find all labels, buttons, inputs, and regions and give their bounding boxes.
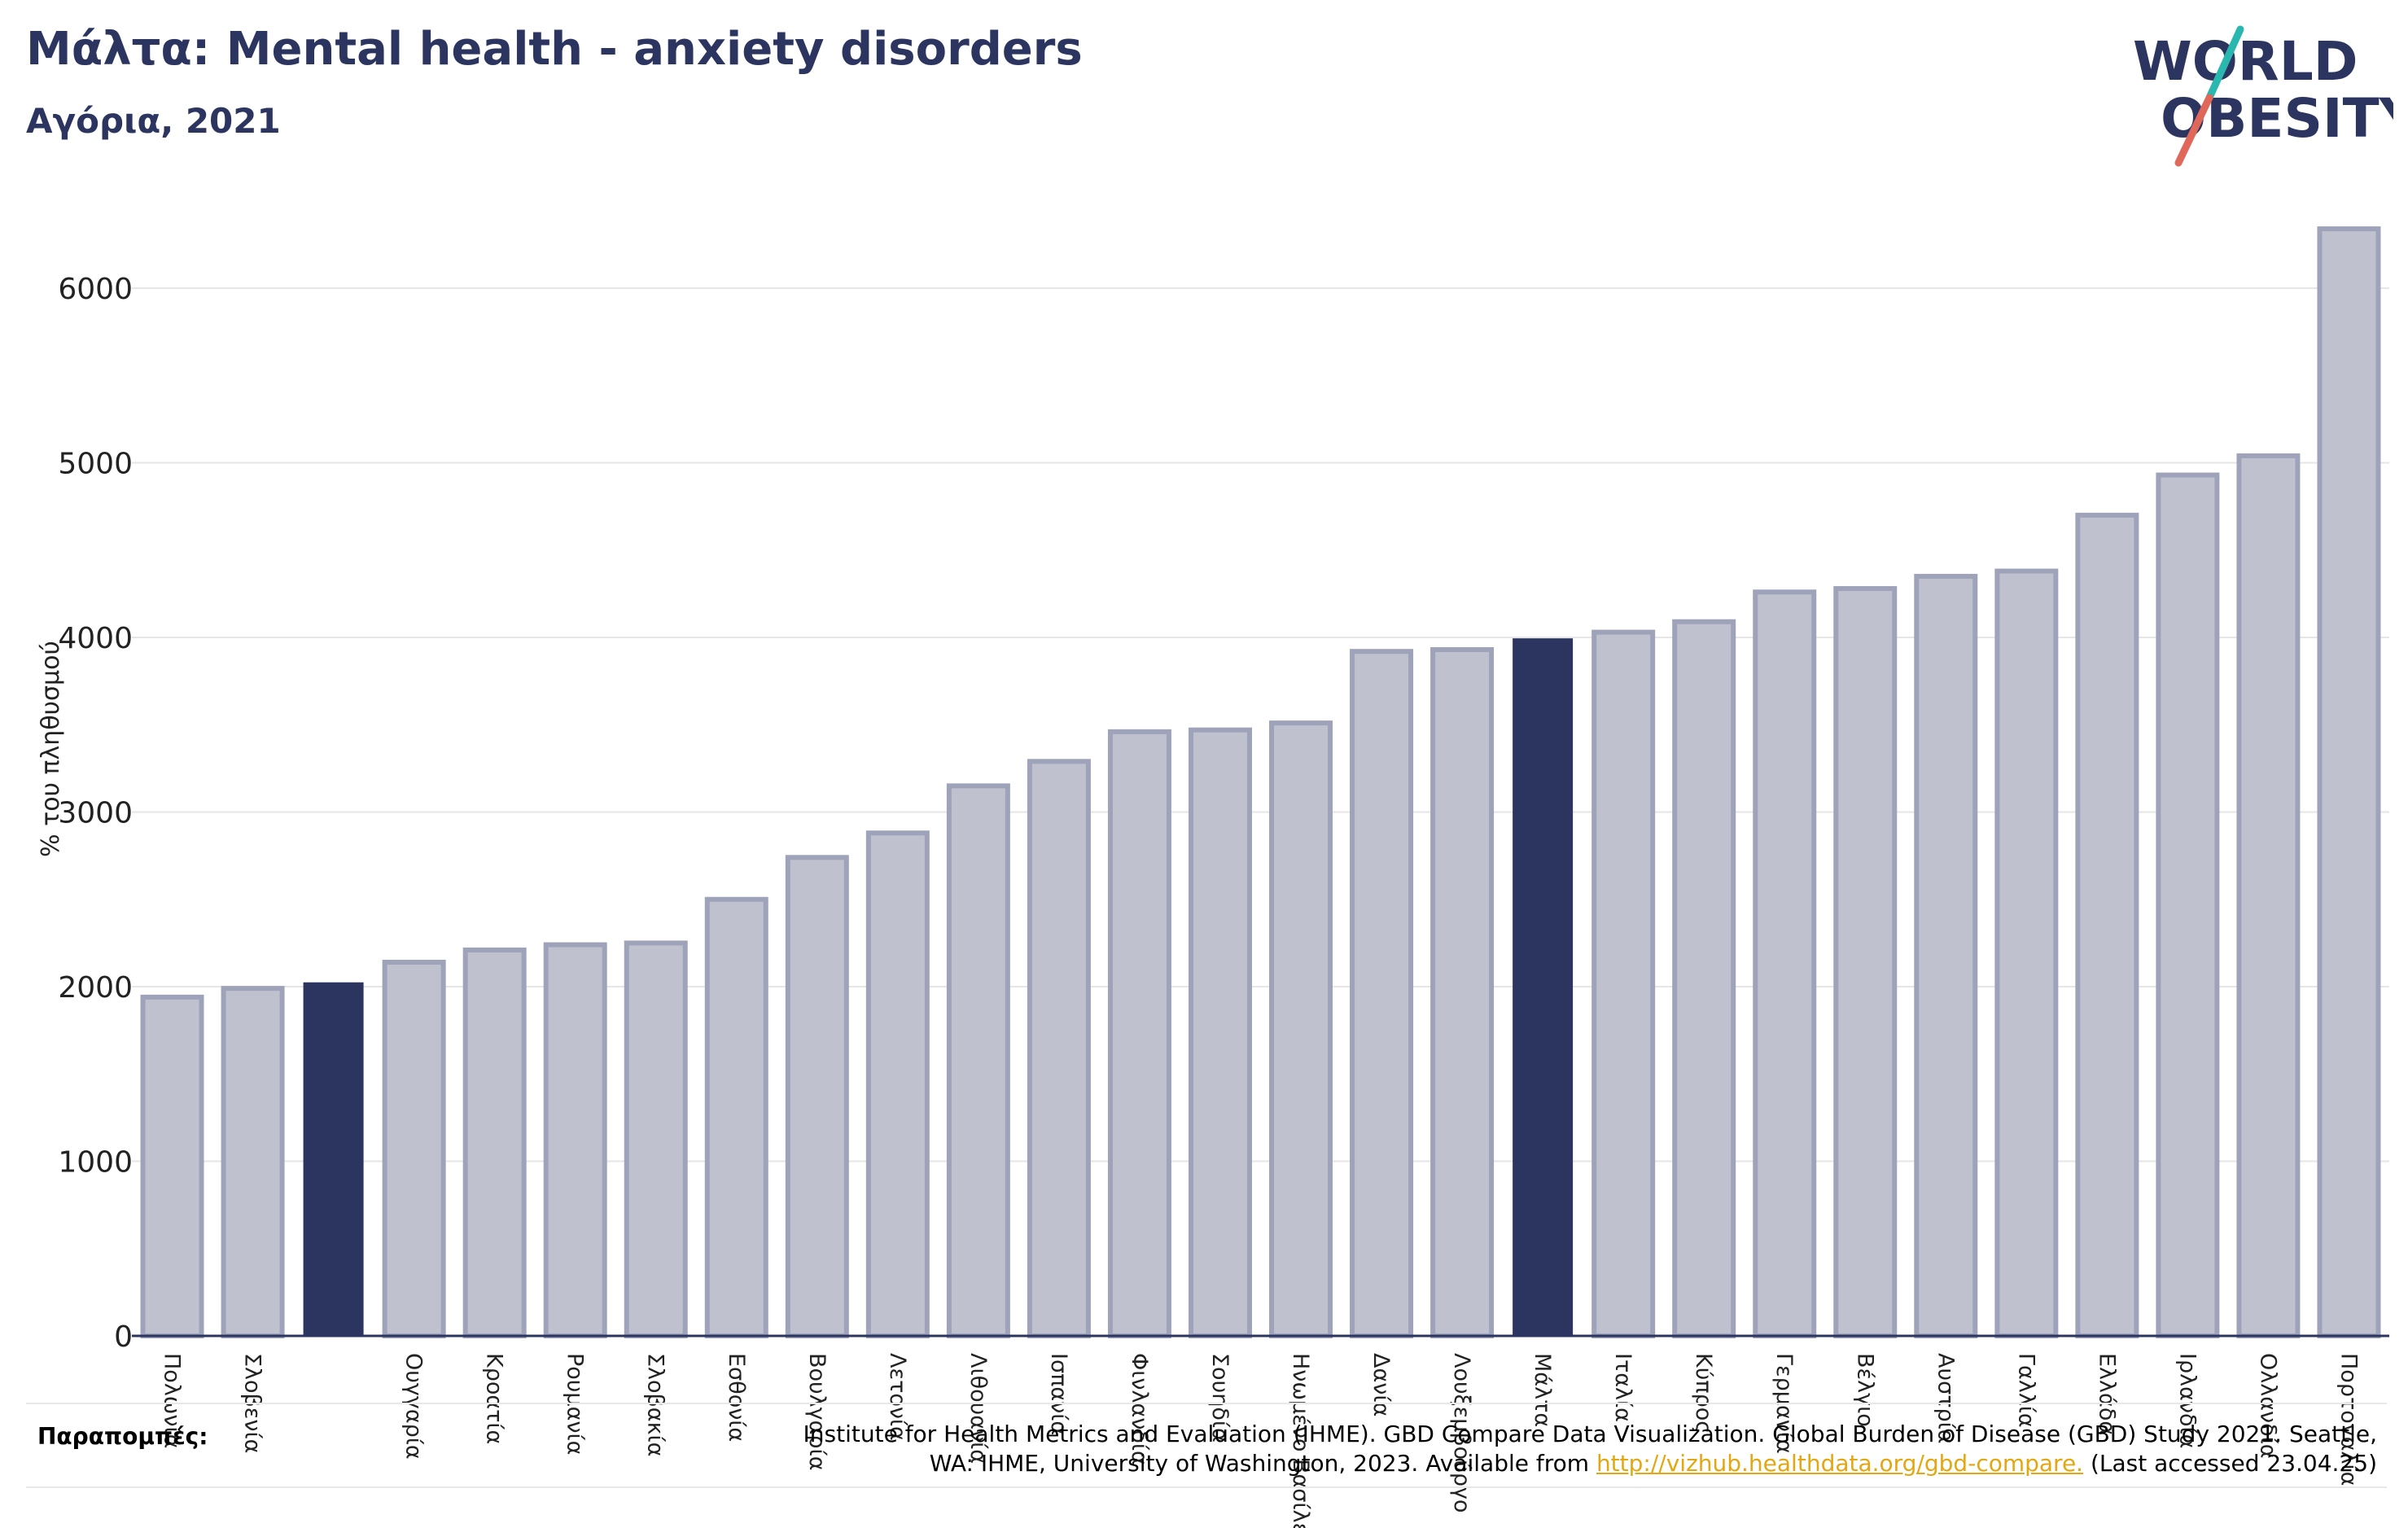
x-tick-label: Ιρλανδία (2174, 1353, 2200, 1448)
logo-slash-red (2174, 94, 2213, 167)
bar (785, 855, 849, 1338)
x-tick-label: Ηνωμένο Βασίλειο (1288, 1353, 1313, 1528)
bar (2156, 472, 2220, 1338)
bar-highlighted (1513, 638, 1574, 1337)
x-tick-label: Λετονία (885, 1353, 910, 1441)
x-tick-label: Βέλγιο (1852, 1353, 1877, 1427)
x-tick-label: Πολωνία (160, 1353, 185, 1448)
bar (2236, 453, 2301, 1338)
logo-slash-teal (2205, 25, 2244, 102)
bar (1269, 720, 1333, 1338)
x-tick-label: Βουλγαρία (804, 1353, 830, 1471)
x-tick-label: Ιταλία (1610, 1353, 1635, 1422)
x-tick-label: Φινλανδία (1127, 1353, 1152, 1465)
bar (1994, 568, 2059, 1338)
bar (704, 896, 768, 1338)
x-tick-label: Ισπανία (1046, 1353, 1071, 1435)
y-tick-label: 5000 (58, 448, 133, 481)
y-tick-label: 0 (114, 1320, 133, 1354)
references-line1: Institute for Health Metrics and Evaluat… (803, 1421, 2377, 1447)
y-tick-label: 4000 (58, 622, 133, 655)
bar (2075, 512, 2139, 1338)
bar (140, 994, 204, 1338)
x-tick-label: Δανία (1368, 1353, 1394, 1416)
x-tick-label: Αυστρία (1933, 1353, 1958, 1444)
y-axis-label: % του πληθυσμού (37, 641, 65, 857)
chart-title: Μάλτα: Mental health - anxiety disorders (26, 23, 1083, 76)
x-tick-label: Πορτογαλία (2336, 1353, 2361, 1486)
references-label: Παραπομπές: (37, 1423, 208, 1450)
bar (1430, 647, 1495, 1338)
x-tick-label: Γαλλία (2013, 1353, 2038, 1428)
x-tick-label: Λουξεμβούργο (1449, 1353, 1474, 1513)
footer-divider-top (26, 1403, 2387, 1404)
x-tick-label: Σουηδία (1207, 1353, 1232, 1443)
bar (382, 959, 446, 1338)
logo-line1: WORLD (2133, 30, 2358, 93)
bar (1753, 589, 1817, 1338)
x-tick-label: Ουγγαρία (401, 1353, 427, 1460)
bar (1027, 759, 1091, 1338)
x-tick-label: Εσθονία (724, 1353, 749, 1442)
bar (1672, 619, 1736, 1338)
y-tick-label: 3000 (58, 797, 133, 830)
bar (543, 942, 607, 1339)
references-link[interactable]: http://vizhub.healthdata.org/gbd-compare… (1596, 1450, 2084, 1477)
y-tick-label: 1000 (58, 1146, 133, 1180)
references-text: Institute for Health Metrics and Evaluat… (668, 1420, 2377, 1478)
bar-highlighted (303, 982, 364, 1337)
bar (2317, 226, 2381, 1339)
world-obesity-logo: WORLD OBESITY (2133, 25, 2393, 167)
references-line2: WA: IHME, University of Washington, 2023… (668, 1449, 2377, 1478)
chart-subtitle: Αγόρια, 2021 (26, 101, 281, 141)
bar (1188, 727, 1252, 1338)
y-tick-label: 6000 (58, 273, 133, 306)
x-tick-label: Κύπρος (1691, 1353, 1716, 1434)
bar (1591, 629, 1656, 1338)
footer-divider-bottom (26, 1486, 2387, 1488)
bar (865, 830, 930, 1338)
bar (1914, 573, 1978, 1338)
x-tick-label: Ελλάδα (2094, 1353, 2119, 1435)
bar (1833, 585, 1898, 1338)
references-line2-accessed: (Last accessed 23.04.25) (2083, 1450, 2377, 1477)
bar (624, 940, 688, 1338)
x-tick-label: Ολλανδία (2255, 1353, 2280, 1459)
y-tick-label: 2000 (58, 971, 133, 1005)
bar (1350, 649, 1414, 1338)
bar (462, 947, 527, 1338)
x-tick-label: Κροατία (482, 1353, 507, 1444)
x-tick-label: Μάλτα (1530, 1353, 1555, 1427)
bar (1107, 729, 1171, 1338)
bar (221, 986, 285, 1339)
references-line2-text: WA: IHME, University of Washington, 2023… (929, 1450, 1596, 1477)
x-tick-label: Λιθουανία (965, 1353, 991, 1464)
bar (946, 783, 1010, 1338)
x-tick-label: Σλοβακία (643, 1353, 668, 1456)
